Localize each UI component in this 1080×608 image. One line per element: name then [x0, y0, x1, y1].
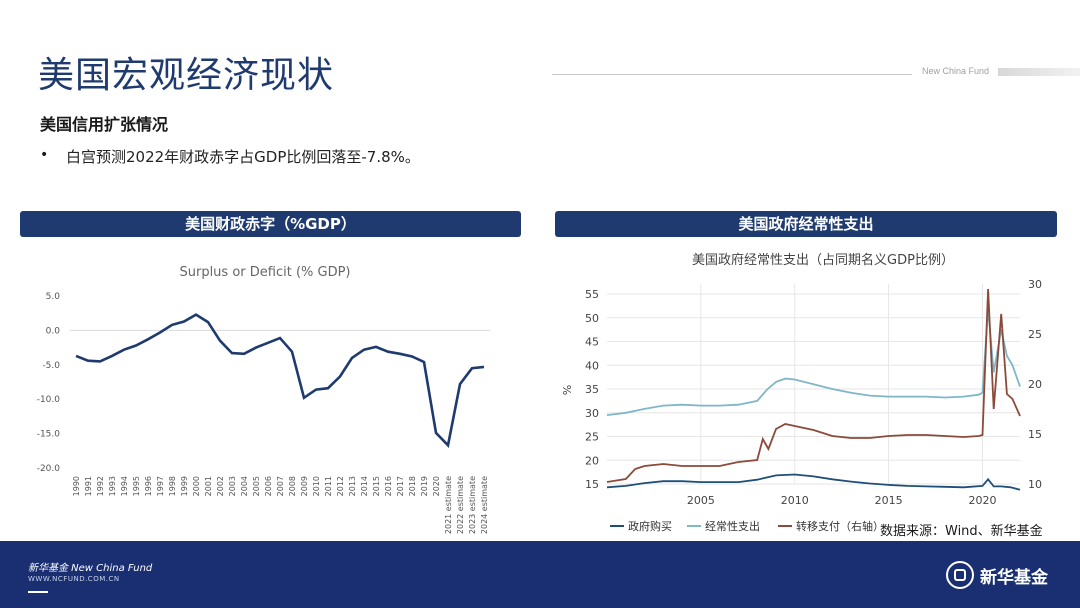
- x-tick-label: 1993: [108, 476, 117, 496]
- x-tick-label: 2003: [228, 476, 237, 496]
- x-tick-label: 2008: [288, 476, 297, 496]
- y2-tick-label: 25: [1028, 328, 1042, 341]
- page-title: 美国宏观经济现状: [38, 55, 335, 96]
- y-tick-label: 20: [585, 454, 599, 467]
- right-panel-header: 美国政府经常性支出: [555, 211, 1057, 237]
- x-tick-label: 2005: [687, 494, 715, 507]
- x-tick-label: 2000: [192, 476, 201, 496]
- x-tick-label: 2009: [300, 476, 309, 496]
- x-tick-label: 2010: [312, 476, 321, 496]
- x-tick-label: 1990: [72, 476, 81, 496]
- x-tick-label: 1992: [96, 476, 105, 496]
- chart-title: Surplus or Deficit (% GDP): [179, 265, 350, 280]
- y-tick-label: 25: [585, 431, 599, 444]
- y-tick-label: 55: [585, 288, 599, 301]
- x-tick-label: 2015: [372, 476, 381, 496]
- x-tick-label: 1998: [168, 476, 177, 496]
- x-tick-label: 2022 estimate: [456, 476, 465, 534]
- x-tick-label: 2005: [252, 476, 261, 496]
- legend-label: 经常性支出: [705, 519, 760, 533]
- x-tick-label: 2006: [264, 476, 273, 496]
- x-tick-label: 1999: [180, 476, 189, 496]
- section-subtitle: 美国信用扩张情况: [40, 115, 169, 134]
- x-tick-label: 2004: [240, 476, 249, 496]
- x-tick-label: 2024 estimate: [480, 476, 489, 534]
- bullet-text: 白宫预测2022年财政赤字占GDP比例回落至-7.8%。: [66, 148, 420, 166]
- y-tick-label: 0.0: [46, 326, 61, 336]
- y2-tick-label: 10: [1028, 478, 1042, 491]
- x-tick-label: 2020: [968, 494, 996, 507]
- x-tick-label: 2011: [324, 476, 333, 496]
- header-brand: New China Fund: [922, 66, 990, 76]
- footer-brand: 新华基金 New China Fund: [28, 563, 153, 574]
- x-tick-label: 2017: [396, 476, 405, 496]
- left-panel-header: 美国财政赤字（%GDP）: [20, 211, 521, 237]
- company-logo-icon: [946, 561, 974, 589]
- footer-bar: 新华基金 New China Fund WWW.NCFUND.COM.CN 新华…: [0, 541, 1080, 608]
- y-axis-label: %: [561, 385, 574, 395]
- y-tick-label: -15.0: [37, 430, 61, 440]
- chart-title: 美国政府经常性支出（占同期名义GDP比例）: [692, 252, 954, 268]
- x-tick-label: 2002: [216, 476, 225, 496]
- header-divider: [552, 74, 912, 75]
- x-tick-label: 2018: [408, 476, 417, 496]
- expenditure-chart: 美国政府经常性支出（占同期名义GDP比例） 15 20 25 30 35 40 45 50 55…: [561, 252, 1042, 533]
- bullet-marker: •: [40, 147, 49, 163]
- legend-label: 政府购买: [628, 519, 672, 533]
- x-tick-label: 2013: [348, 476, 357, 496]
- data-source: 数据来源：Wind、新华基金: [878, 520, 1045, 539]
- y-tick-label: 30: [585, 407, 599, 420]
- y-tick-label: -10.0: [37, 395, 61, 405]
- y-tick-label: 50: [585, 312, 599, 325]
- y-tick-label: 35: [585, 383, 599, 396]
- x-tick-label: 2023 estimate: [468, 476, 477, 534]
- x-tick-label: 1996: [144, 476, 153, 496]
- x-tick-label: 1995: [132, 476, 141, 496]
- y2-tick-label: 30: [1028, 278, 1042, 291]
- y2-tick-label: 20: [1028, 378, 1042, 391]
- x-tick-label: 2016: [384, 476, 393, 496]
- y-tick-label: -5.0: [42, 361, 60, 371]
- x-tick-label: 2014: [360, 476, 369, 496]
- header-brand-bar: [998, 68, 1080, 76]
- deficit-series-line: [75, 313, 485, 448]
- y-tick-label: 40: [585, 359, 599, 372]
- x-tick-label: 1991: [84, 476, 93, 496]
- x-tick-label: 1997: [156, 476, 165, 496]
- x-tick-label: 2021 estimate: [444, 476, 453, 534]
- x-tick-label: 2012: [336, 476, 345, 496]
- legend-label: 转移支付（右轴）: [796, 519, 884, 533]
- x-tick-label: 1994: [120, 476, 129, 496]
- deficit-chart: Surplus or Deficit (% GDP) 5.0 0.0 -5.0 -10…: [37, 265, 490, 534]
- series-line: [606, 308, 1021, 416]
- y-tick-label: 15: [585, 478, 599, 491]
- footer-divider: [28, 591, 48, 593]
- x-tick-label: 2010: [781, 494, 809, 507]
- series-line: [606, 473, 1021, 491]
- series-line: [606, 288, 1021, 483]
- footer-url: WWW.NCFUND.COM.CN: [28, 575, 120, 583]
- x-tick-label: 2019: [420, 476, 429, 496]
- y-tick-label: 5.0: [46, 292, 61, 302]
- x-tick-label: 2007: [276, 476, 285, 496]
- x-tick-label: 2001: [204, 476, 213, 496]
- footer-logo-text: 新华基金: [980, 568, 1048, 588]
- x-tick-label: 2015: [875, 494, 903, 507]
- y-tick-label: 45: [585, 336, 599, 349]
- x-tick-label: 2020: [432, 476, 441, 496]
- y2-tick-label: 15: [1028, 428, 1042, 441]
- y-tick-label: -20.0: [37, 464, 61, 474]
